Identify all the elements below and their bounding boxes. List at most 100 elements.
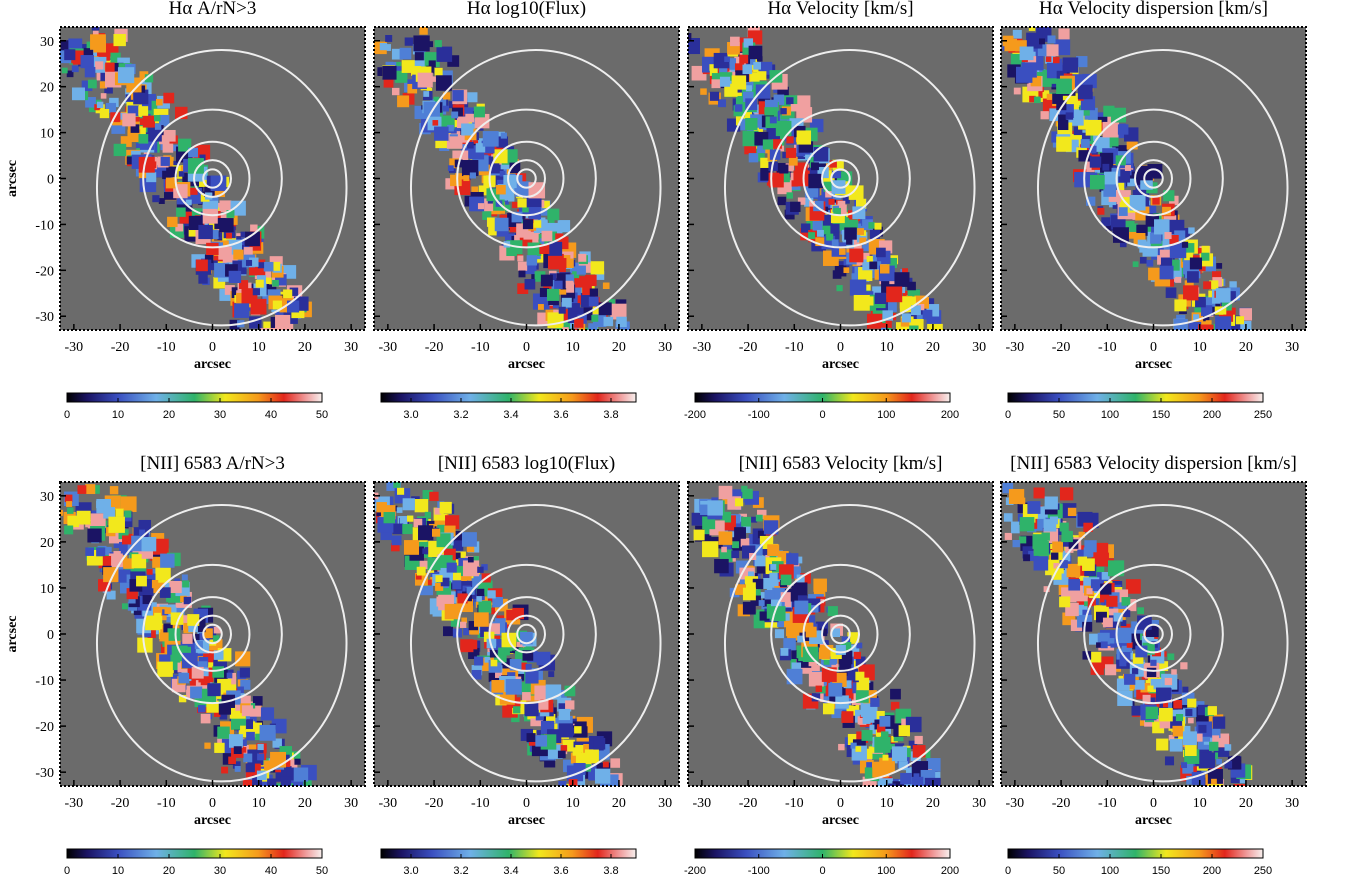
map-cell bbox=[1193, 314, 1200, 321]
colorbar-tick-label: 50 bbox=[316, 409, 328, 421]
map-cell bbox=[1160, 257, 1173, 269]
map-cell bbox=[1206, 791, 1220, 804]
map-cell bbox=[911, 776, 924, 786]
map-cell bbox=[496, 136, 508, 148]
map-cell bbox=[452, 540, 464, 551]
map-cell bbox=[810, 664, 820, 674]
map-cell bbox=[435, 575, 443, 583]
x-tick-label: 20 bbox=[298, 796, 312, 811]
map-cell bbox=[879, 315, 892, 328]
colorbar-tick-label: 0 bbox=[819, 865, 825, 877]
map-cell bbox=[797, 197, 806, 205]
map-cell bbox=[864, 767, 877, 779]
map-cell bbox=[462, 560, 480, 577]
map-cell bbox=[509, 659, 522, 671]
map-cell bbox=[719, 549, 733, 562]
map-cell bbox=[1224, 744, 1232, 751]
map-cell bbox=[219, 712, 228, 720]
map-cell bbox=[146, 569, 153, 575]
map-cell bbox=[744, 142, 757, 155]
map-cell bbox=[1180, 662, 1188, 670]
map-cell bbox=[752, 578, 764, 590]
map-cell bbox=[538, 699, 549, 710]
x-axis-label: arcsec bbox=[1135, 813, 1172, 828]
map-cell bbox=[163, 623, 173, 633]
map-cell bbox=[487, 590, 496, 599]
map-cell bbox=[777, 196, 787, 206]
map-cell bbox=[533, 220, 542, 228]
map-cell bbox=[500, 658, 512, 669]
contour bbox=[830, 623, 851, 645]
map-cell bbox=[471, 186, 479, 194]
map-cell bbox=[809, 200, 815, 207]
map-cell bbox=[461, 123, 474, 136]
panel: Hα log10(Flux) -30 -20 -10 0 10 20 30 arcsec 3.0 3… bbox=[373, 0, 680, 421]
map-cell bbox=[67, 515, 80, 528]
map-cell bbox=[842, 196, 850, 204]
contour bbox=[770, 108, 911, 249]
map-cell bbox=[576, 726, 588, 738]
map-cell bbox=[522, 219, 534, 230]
map-cell bbox=[191, 666, 204, 679]
map-cell bbox=[1132, 653, 1144, 664]
map-cell bbox=[549, 273, 557, 280]
map-cell bbox=[753, 104, 763, 114]
map-cell bbox=[831, 239, 839, 247]
x-tick-label: 0 bbox=[1150, 340, 1157, 355]
map-cell bbox=[1058, 114, 1067, 123]
map-cells bbox=[374, 482, 662, 811]
map-cell bbox=[748, 571, 755, 578]
map-cell bbox=[391, 48, 403, 60]
map-cell bbox=[1212, 716, 1226, 729]
map-cell bbox=[122, 603, 129, 610]
x-tick-label: -10 bbox=[1098, 340, 1117, 355]
map-cell bbox=[1100, 641, 1108, 649]
map-cell bbox=[1233, 784, 1246, 786]
map-cell bbox=[880, 327, 888, 330]
map-cell bbox=[439, 501, 452, 514]
map-cell bbox=[509, 162, 521, 174]
map-cell bbox=[113, 143, 127, 157]
map-cell bbox=[531, 273, 538, 280]
x-tick-label: -30 bbox=[1006, 340, 1025, 355]
map-cell bbox=[71, 87, 86, 101]
map-cell bbox=[1147, 685, 1154, 692]
map-cell bbox=[1182, 731, 1197, 746]
map-cell bbox=[152, 195, 160, 203]
map-cell bbox=[514, 235, 520, 241]
map-cell bbox=[846, 668, 859, 681]
map-cell bbox=[1101, 656, 1114, 669]
map-cell bbox=[77, 485, 87, 494]
map-cell bbox=[850, 742, 857, 749]
map-cell bbox=[419, 27, 428, 35]
map-cell bbox=[277, 793, 292, 808]
map-cell bbox=[1066, 563, 1081, 578]
map-cell bbox=[1028, 550, 1039, 562]
map-cell bbox=[862, 239, 875, 252]
x-tick-label: -20 bbox=[1052, 796, 1071, 811]
map-cells bbox=[60, 27, 348, 330]
map-cell bbox=[731, 75, 747, 90]
map-cell bbox=[724, 58, 737, 70]
map-cell bbox=[264, 760, 275, 771]
map-cell bbox=[228, 756, 236, 765]
map-cell bbox=[250, 722, 263, 734]
map-cell bbox=[512, 201, 519, 208]
map-cell bbox=[1056, 566, 1064, 574]
panel: [NII] 6583 log10(Flux) -30 -20 -10 0 10 20 30 ar… bbox=[373, 453, 680, 877]
map-cell bbox=[537, 304, 544, 310]
map-cell bbox=[579, 798, 592, 811]
map-cell bbox=[466, 586, 475, 595]
map-cell bbox=[178, 672, 190, 684]
map-cell bbox=[517, 198, 527, 208]
map-cell bbox=[1187, 271, 1199, 283]
y-tick-label: -30 bbox=[35, 310, 54, 325]
map-cell bbox=[1125, 579, 1141, 594]
map-cell bbox=[256, 770, 267, 781]
map-cell bbox=[769, 116, 777, 124]
map-cell bbox=[858, 267, 873, 282]
map-cell bbox=[468, 578, 479, 589]
y-tick-label: -20 bbox=[35, 264, 54, 279]
map-cell bbox=[182, 580, 190, 588]
map-cell bbox=[826, 233, 834, 241]
